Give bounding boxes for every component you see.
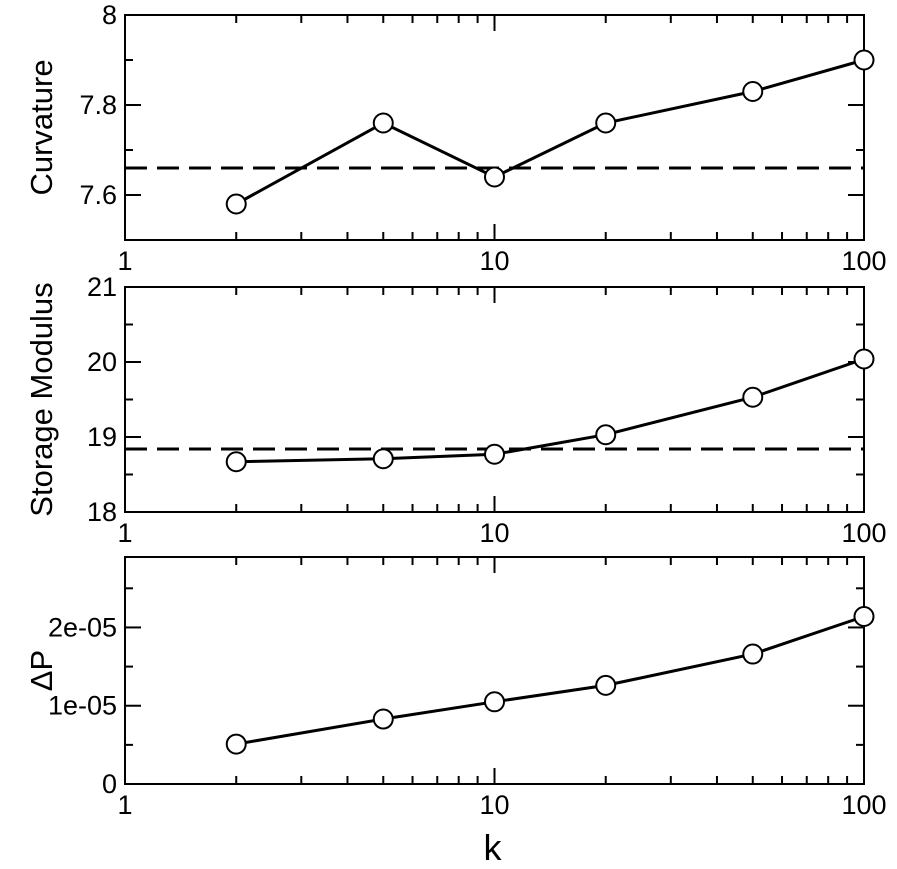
y-axis-label: Storage Modulus	[24, 282, 59, 516]
data-point	[484, 166, 505, 188]
data-point	[484, 443, 505, 465]
data-point	[372, 448, 394, 470]
panel-storage-modulus: 1 10 100 18 19 20 21 Storage Modulus	[24, 272, 887, 548]
y-tick-label: 20	[87, 347, 117, 377]
data-point	[595, 112, 617, 134]
x-tick-label: 100	[841, 246, 886, 276]
y-tick-label: 2e-05	[48, 612, 117, 642]
x-axis-label: k	[484, 827, 503, 868]
data-point	[595, 674, 617, 696]
panel-curvature: 1 10 100 7.6 7.8 8 Curvature	[24, 0, 887, 276]
data-point	[225, 733, 247, 755]
y-axis-label: ΔP	[24, 650, 59, 691]
y-tick-label: 0	[102, 769, 117, 799]
data-point	[484, 691, 505, 713]
y-axis-label: Curvature	[24, 59, 59, 195]
data-point	[742, 643, 764, 665]
panel-delta-p: 1 10 100 0 1e-05 2e-05 ΔP k	[24, 556, 887, 868]
y-tick-label: 18	[87, 497, 117, 527]
y-tick-label: 7.8	[79, 90, 117, 120]
data-point	[742, 386, 764, 408]
x-tick-label: 100	[841, 518, 886, 548]
data-point	[853, 348, 875, 370]
series-line	[235, 58, 865, 206]
x-tick-label: 100	[841, 790, 886, 820]
series-line	[236, 357, 865, 464]
series-line	[235, 615, 865, 746]
data-point	[372, 708, 394, 730]
y-tick-label: 7.6	[79, 180, 117, 210]
x-tick-label: 1	[117, 246, 132, 276]
data-point	[225, 193, 247, 215]
y-tick-label: 21	[87, 272, 117, 302]
data-point	[853, 49, 875, 71]
data-point	[595, 424, 617, 446]
data-point	[853, 605, 875, 627]
y-tick-label: 1e-05	[48, 691, 117, 721]
y-tick-label: 19	[87, 422, 117, 452]
x-tick-label: 10	[479, 518, 509, 548]
y-tick-label: 8	[102, 0, 117, 30]
x-tick-label: 10	[479, 246, 509, 276]
data-point	[372, 112, 394, 134]
x-tick-label: 1	[117, 790, 132, 820]
data-point	[742, 81, 764, 102]
x-tick-label: 10	[479, 790, 509, 820]
data-point	[225, 451, 247, 473]
x-tick-label: 1	[117, 518, 132, 548]
